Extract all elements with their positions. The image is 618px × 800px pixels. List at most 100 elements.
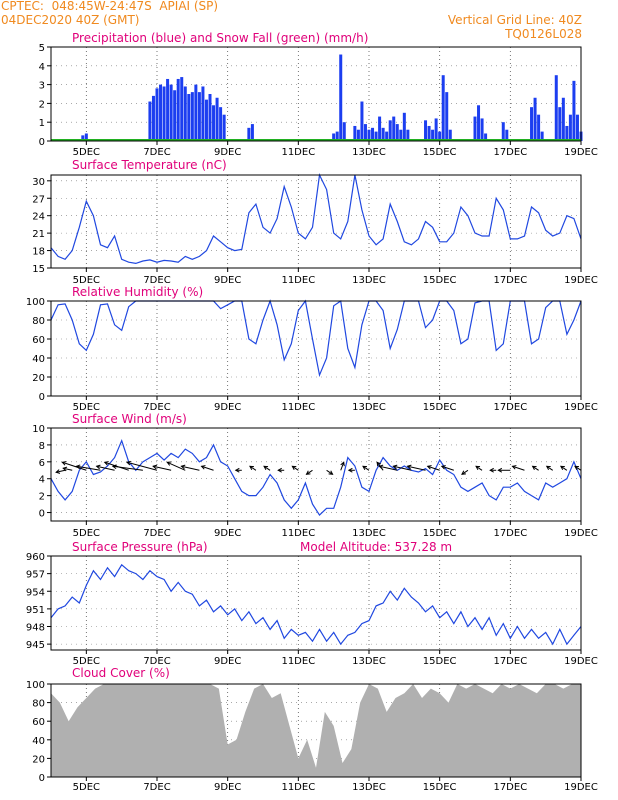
temperature-xtick-label: 17DEC [493,275,527,286]
precipitation-panel [47,46,583,145]
pressure-series-line [50,563,582,646]
wind-arrow [126,461,158,471]
wind-arrowhead [55,469,61,474]
precip-bar [473,116,477,141]
precip-bar [537,114,541,141]
precip-bar [554,75,558,141]
precip-bar [162,86,166,141]
precip-bar [568,114,572,141]
precip-bar [533,97,537,141]
precip-bar [204,99,208,141]
wind-arrow [96,465,115,471]
precip-bar [332,133,336,141]
wind-arrow [153,465,172,471]
precip-bar [445,92,449,141]
wind-arrow [326,469,333,475]
wind-arrow [441,465,454,471]
temperature-xtick-label: 15DEC [423,275,457,286]
precip-bar [540,131,544,141]
wind-arrow [461,469,469,475]
precip-bar [424,120,428,141]
wind-arrowhead [111,464,117,470]
humidity-ytick-label: 60 [32,335,45,346]
precip-bar [448,129,452,141]
wind-ytick-label: 10 [32,424,45,435]
precip-bar [367,129,371,141]
temperature-xtick-label: 13DEC [352,275,386,286]
wind-arrowhead [62,466,68,472]
precip-bar [201,86,205,141]
wind-arrow [56,469,66,473]
wind-ytick-label: 6 [39,458,45,469]
precip-bar [190,92,194,141]
precip-bar [371,127,375,141]
wind-arrow [167,461,186,471]
cloud-ytick-label: 20 [32,754,45,765]
model-altitude: Model Altitude: 537.28 m [300,540,452,554]
precip-bar [434,118,438,141]
wind-panel [47,427,582,525]
pressure-xtick-label: 7DEC [143,656,170,667]
precip-bar [222,114,226,141]
precip-bar [219,107,223,141]
wind-arrowhead [511,465,517,470]
precipitation-ytick-label: 4 [39,62,45,73]
precip-bar [342,122,346,141]
pressure-ytick-label: 951 [26,605,45,616]
pressure-xtick-label: 19DEC [564,656,598,667]
wind-arrow [104,461,129,471]
wind-arrow [292,465,299,471]
cloud-xtick-label: 7DEC [143,782,170,793]
precipitation-ytick-label: 1 [39,118,45,129]
precipitation-ytick-label: 5 [39,43,45,54]
wind-frame [50,427,582,522]
temperature-panel [47,172,582,272]
precip-bar [402,112,406,141]
precip-bar [208,94,212,141]
wind-arrowhead [328,470,334,475]
cloud-xtick-label: 15DEC [423,782,457,793]
precip-bar [335,131,339,141]
precip-bar [575,114,579,141]
wind-arrowhead [461,470,466,475]
precip-bar [247,127,251,141]
temperature-ytick-label: 24 [32,212,45,223]
cloud-xtick-label: 17DEC [493,782,527,793]
precip-bar [565,125,569,141]
pressure-ytick-label: 945 [26,640,45,651]
precipitation-xtick-label: 15DEC [423,147,457,158]
humidity-ytick-label: 20 [32,373,45,384]
wind-series-line [50,438,582,517]
precip-bar [378,116,382,141]
precip-bar [392,116,396,141]
temperature-xtick-label: 5DEC [73,275,100,286]
precip-bar [180,77,184,141]
wind-xtick-label: 5DEC [73,528,100,539]
wind-arrow [362,465,370,471]
wind-arrowhead [362,465,368,471]
humidity-panel [47,299,582,400]
wind-ytick-label: 2 [39,492,45,503]
wind-arrow [181,465,200,471]
pressure-ytick-label: 948 [26,623,45,634]
wind-arrowhead [249,465,254,471]
grid-note: Vertical Grid Line: 40Z [447,13,582,27]
station-header: CPTEC: 048:45W-24:47S APIAI (SP) [1,0,219,13]
humidity-xtick-label: 5DEC [73,402,100,413]
temperature-ytick-label: 15 [32,264,45,275]
precipitation-xtick-label: 5DEC [73,147,100,158]
precipitation-xtick-label: 7DEC [143,147,170,158]
pressure-xtick-label: 17DEC [493,656,527,667]
precip-bar [250,124,254,141]
cloud-ytick-label: 40 [32,736,45,747]
precipitation-xtick-label: 19DEC [564,147,598,158]
wind-arrowhead [378,464,384,470]
wind-arrowhead [263,465,269,471]
precip-bar [484,133,488,141]
wind-xtick-label: 11DEC [281,528,315,539]
precip-bar [381,127,385,141]
wind-arrowhead [277,467,282,473]
wind-arrowhead [166,461,172,466]
humidity-xtick-label: 13DEC [352,402,386,413]
